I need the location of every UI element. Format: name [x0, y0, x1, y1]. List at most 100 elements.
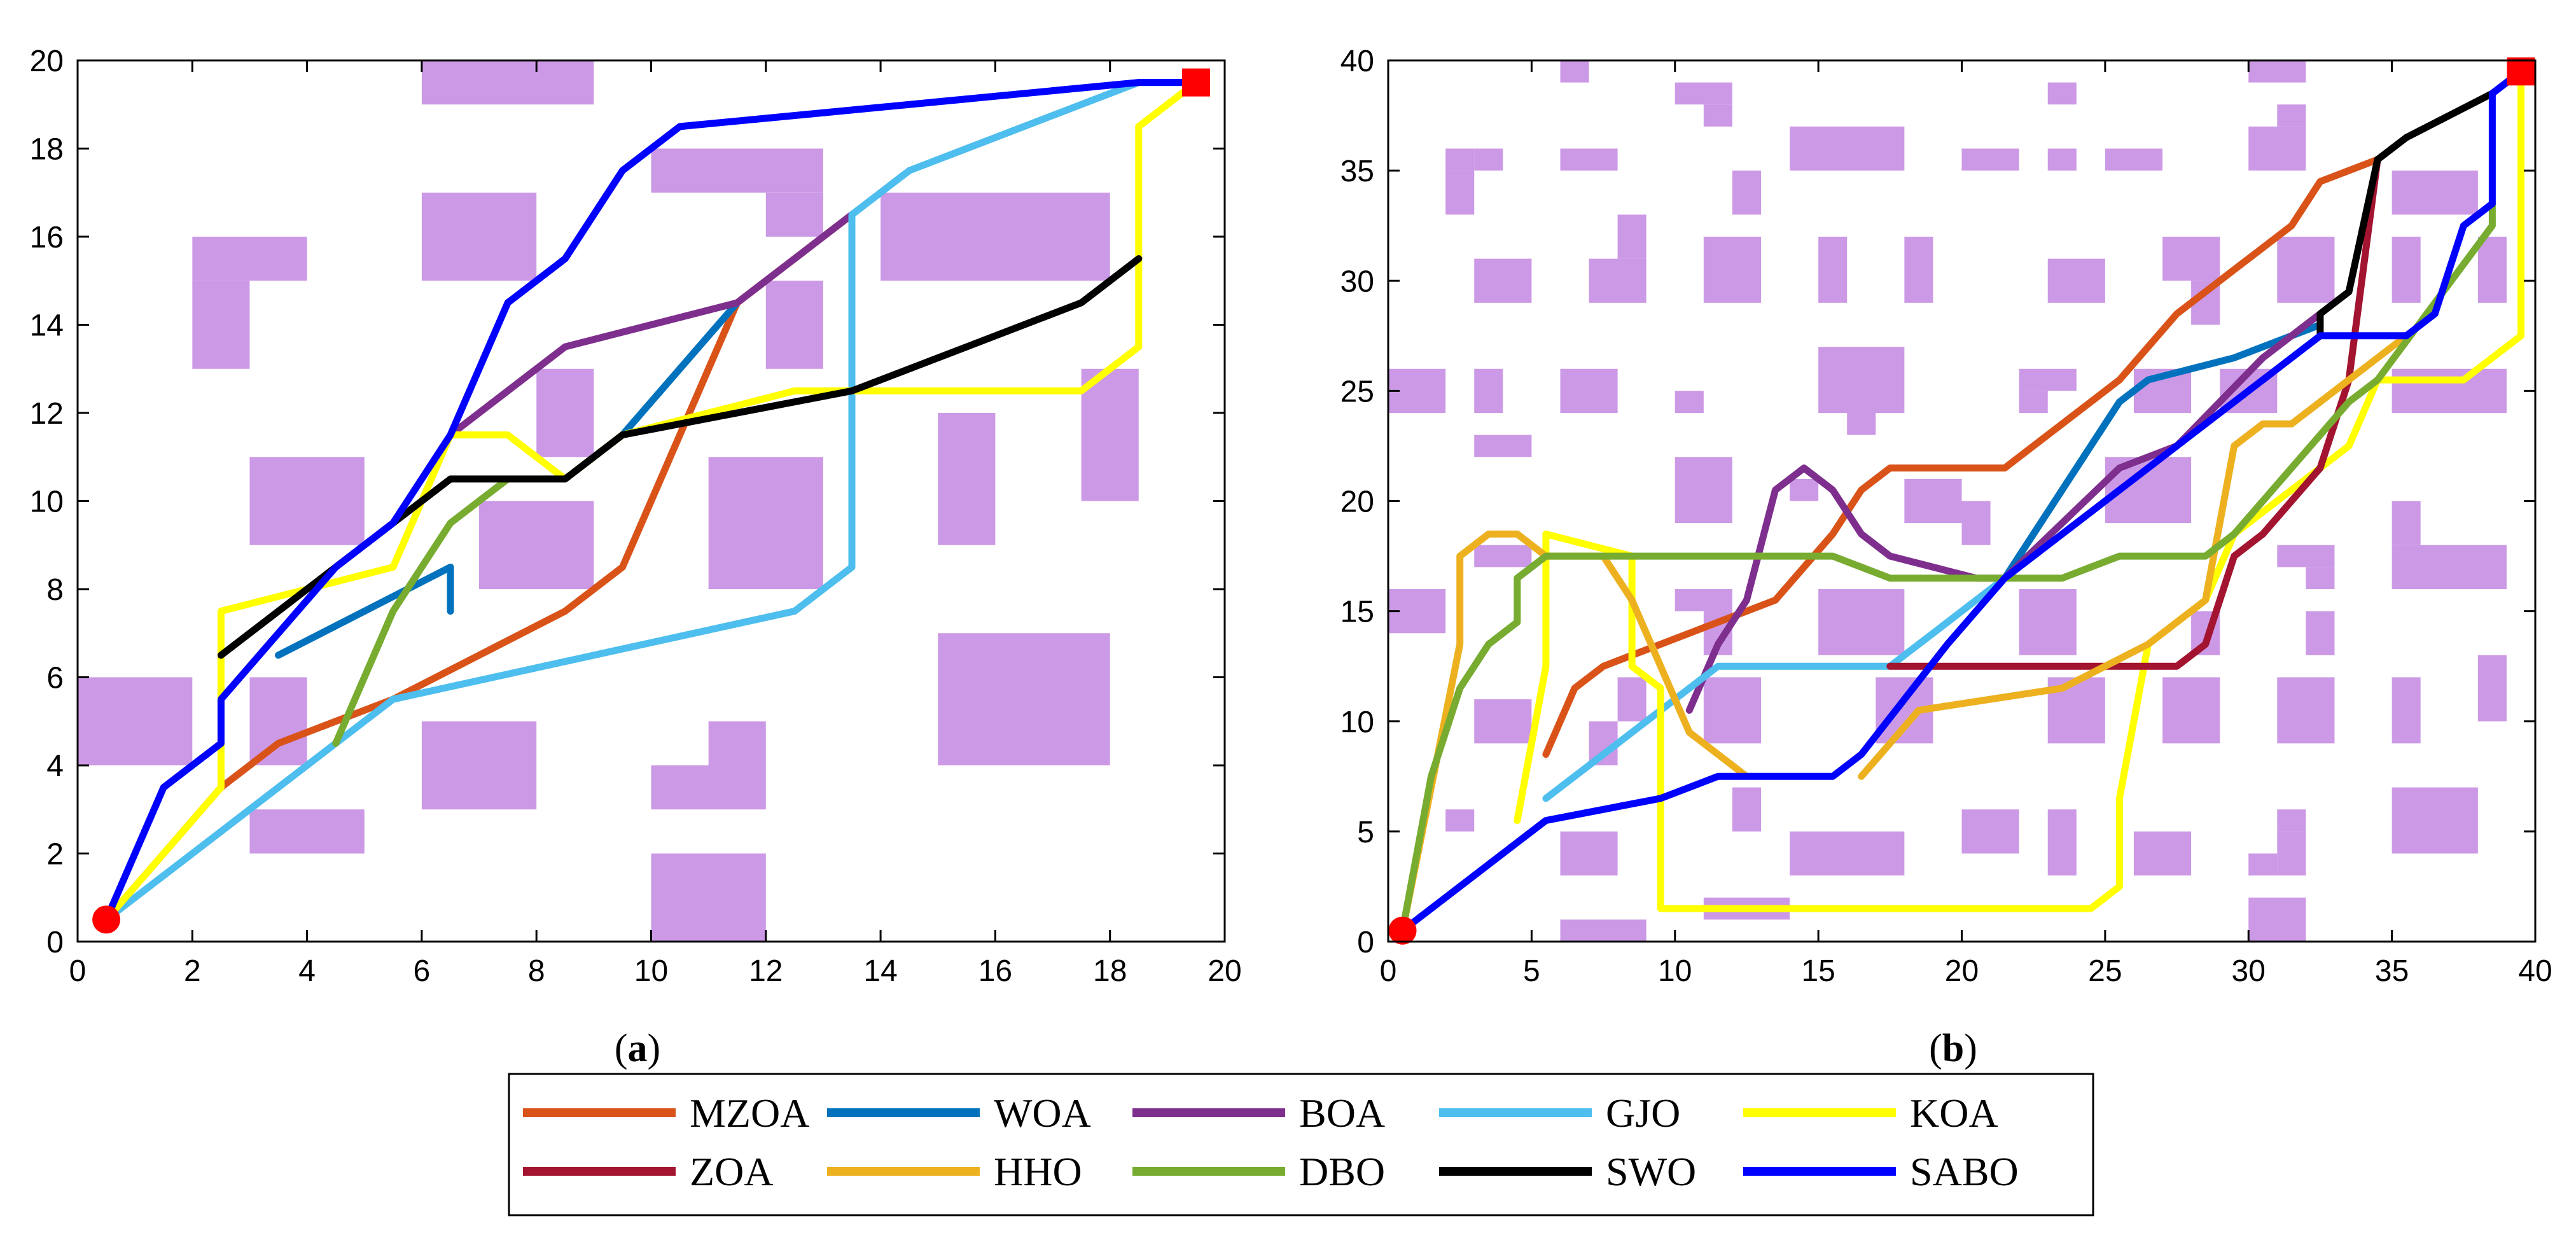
- y-tick-label: 35: [1340, 155, 1374, 188]
- x-tick-label: 16: [978, 954, 1012, 988]
- obstacle-block: [881, 192, 1110, 281]
- series-line-zoa: [1886, 156, 2381, 670]
- obstacle-block: [2392, 787, 2478, 854]
- obstacle-block: [1474, 148, 1503, 171]
- x-tick-label: 40: [2518, 954, 2552, 988]
- series-line-hho: [1399, 530, 1750, 935]
- x-tick-label: 12: [749, 954, 783, 988]
- obstacle-block: [192, 281, 250, 369]
- obstacle-block: [1474, 545, 1532, 568]
- obstacle-block: [249, 677, 307, 765]
- series-line-koa: [1514, 67, 2524, 912]
- obstacle-block: [2133, 831, 2192, 876]
- legend-label-swo: SWO: [1606, 1149, 1696, 1194]
- obstacle-block: [1474, 699, 1532, 744]
- legend-label-koa: KOA: [1910, 1090, 1998, 1136]
- obstacle-block: [1474, 435, 1532, 457]
- y-tick-label: 0: [1357, 926, 1374, 959]
- series-line-sabo: [102, 79, 1200, 923]
- panel-b-chart: 0 5 10 15 20 25 30 35 40 0 5 10 15 20 25 30 35 40: [1340, 45, 2552, 988]
- obstacle-block: [708, 721, 766, 765]
- obstacle-block: [1790, 126, 1905, 171]
- obstacle-block: [2248, 897, 2306, 942]
- legend-label-mzoa: MZOA: [690, 1090, 809, 1136]
- obstacle-block: [78, 677, 193, 765]
- x-tick-label: 15: [1801, 954, 1835, 988]
- obstacle-block: [1904, 478, 1962, 524]
- y-tick-label: 6: [46, 662, 64, 695]
- series-line-mzoa: [1542, 156, 2381, 758]
- series-line-woa: [2001, 321, 2324, 582]
- obstacle-block: [1818, 347, 1905, 413]
- x-tick-label: 30: [2232, 954, 2266, 988]
- obstacle-block: [2105, 148, 2163, 171]
- obstacle-block: [192, 237, 307, 281]
- obstacle-block: [1961, 148, 2019, 171]
- obstacle-block: [2392, 545, 2507, 589]
- obstacle-block: [2392, 171, 2478, 215]
- legend-label-woa: WOA: [994, 1090, 1091, 1136]
- y-tick-label: 15: [1340, 596, 1374, 629]
- obstacle-block: [2019, 368, 2077, 391]
- obstacle-block: [2248, 126, 2306, 171]
- y-tick-label: 4: [46, 749, 64, 783]
- obstacle-block: [1589, 258, 1647, 303]
- obstacle-block: [708, 457, 823, 589]
- obstacle-block: [1703, 677, 1761, 744]
- obstacle-block: [421, 192, 537, 281]
- obstacle-block: [2047, 809, 2077, 876]
- obstacle-block: [1560, 831, 1618, 876]
- obstacle-block: [2277, 104, 2306, 127]
- x-tick-label: 10: [1658, 954, 1692, 988]
- obstacle-block: [765, 192, 823, 237]
- obstacle-block: [1847, 413, 1876, 435]
- y-tick-label: 20: [1340, 485, 1374, 519]
- obstacle-block: [1617, 214, 1647, 259]
- obstacle-block: [1674, 391, 1704, 413]
- x-tick-label: 18: [1093, 954, 1127, 988]
- obstacle-block: [2392, 237, 2421, 303]
- obstacle-block: [1560, 368, 1618, 413]
- obstacle-block: [2277, 809, 2306, 832]
- obstacle-block: [1474, 258, 1532, 303]
- obstacle-block: [2392, 501, 2421, 545]
- obstacle-block: [1081, 368, 1139, 501]
- series-line-sabo: [1399, 67, 2524, 935]
- y-tick-label: 25: [1340, 375, 1374, 408]
- obstacle-block: [2306, 611, 2335, 655]
- obstacle-block: [1818, 237, 1848, 303]
- obstacle-block: [2392, 677, 2421, 744]
- x-tick-label: 35: [2375, 954, 2409, 988]
- series-line-boa: [447, 211, 856, 439]
- obstacle-block: [249, 809, 365, 854]
- series-line-mzoa: [102, 211, 856, 923]
- x-tick-label: 20: [1945, 954, 1979, 988]
- x-tick-label: 6: [414, 954, 431, 988]
- obstacle-block: [249, 457, 365, 545]
- legend-box: [508, 1073, 2094, 1216]
- obstacle-block: [479, 501, 594, 589]
- obstacle-block: [1732, 171, 1761, 215]
- series-line-dbo: [1399, 200, 2496, 935]
- series-line-dbo: [332, 475, 512, 747]
- obstacle-block: [1674, 457, 1732, 524]
- obstacle-block: [2477, 237, 2507, 303]
- obstacle-block: [536, 368, 594, 457]
- y-tick-label: 30: [1340, 265, 1374, 298]
- obstacle-block: [1674, 82, 1732, 105]
- obstacle-block: [1445, 171, 1475, 215]
- legend-label-sabo: SABO: [1910, 1149, 2019, 1194]
- obstacle-block: [651, 765, 766, 810]
- obstacle-block: [2392, 368, 2507, 413]
- obstacle-block: [2306, 567, 2335, 589]
- obstacle-block: [421, 721, 537, 810]
- obstacle-block: [1818, 589, 1905, 655]
- y-tick-label: 5: [1357, 816, 1374, 849]
- obstacle-block: [2477, 655, 2507, 721]
- obstacle-block: [1560, 60, 1589, 83]
- obstacle-block: [421, 60, 594, 105]
- obstacle-block: [2277, 831, 2306, 876]
- legend-label-zoa: ZOA: [690, 1149, 774, 1194]
- obstacle-block: [2162, 677, 2220, 744]
